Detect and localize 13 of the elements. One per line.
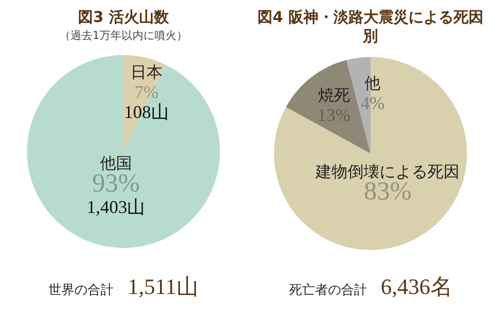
chart-subtitle: （過去1万年以内に噴火）	[58, 28, 188, 43]
slice-label: 日本	[130, 63, 162, 82]
slice-label: 焼死	[318, 87, 350, 104]
chart-title: 図3 活火山数	[77, 8, 170, 27]
text: 1,511山	[128, 274, 198, 299]
data-label: 7% 108山	[124, 82, 169, 122]
chart-title: 図4 阪神・淡路大震災による死因別	[257, 8, 484, 46]
slice-label: 他	[364, 75, 381, 92]
text: 6,436名	[380, 274, 452, 299]
slice-label: 他国	[100, 156, 132, 173]
text: 死亡者の合計	[288, 283, 367, 298]
text: 世界の合計	[48, 283, 114, 298]
data-label: 4%	[360, 92, 385, 113]
